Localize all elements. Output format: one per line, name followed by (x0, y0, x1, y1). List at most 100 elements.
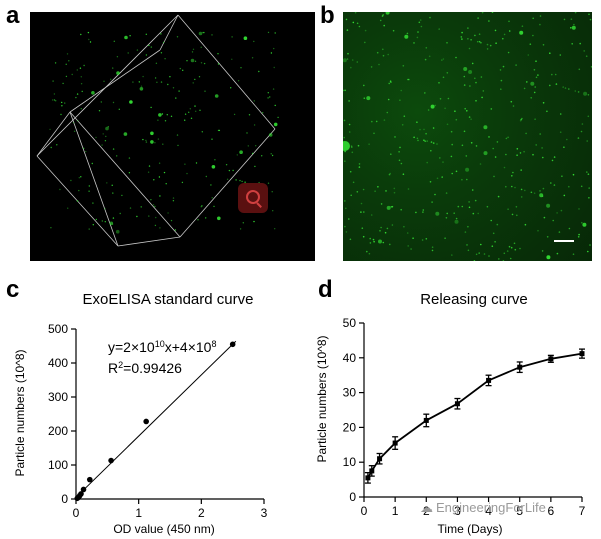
particle (388, 173, 391, 176)
particle (533, 69, 536, 71)
particle (435, 211, 440, 216)
watermark: ☁ EngineeringForLife (420, 500, 546, 515)
data-point (369, 468, 375, 474)
particle (211, 138, 213, 140)
particle (482, 90, 485, 92)
particle (386, 227, 389, 230)
particle (112, 217, 115, 219)
particle (446, 212, 448, 215)
particle (106, 182, 108, 184)
particle (116, 155, 118, 157)
particle (384, 231, 387, 234)
zoom-badge[interactable] (238, 183, 268, 213)
particle (514, 186, 516, 189)
particle (429, 181, 432, 183)
particle (516, 214, 518, 217)
particle (467, 38, 469, 40)
particle (163, 171, 166, 174)
particle (111, 223, 114, 225)
particle (530, 191, 533, 194)
chart-c-xlabel: OD value (450 nm) (113, 522, 214, 536)
particle (356, 22, 359, 25)
particle (461, 205, 464, 208)
particle (556, 252, 559, 255)
particle (145, 54, 148, 56)
particle (56, 144, 58, 146)
particle (80, 76, 82, 78)
particle (470, 118, 472, 120)
particle (258, 181, 260, 184)
particle (85, 150, 87, 153)
particle (480, 76, 483, 78)
particle (455, 56, 457, 59)
particle (466, 178, 468, 181)
particle (235, 179, 237, 181)
particle (475, 253, 478, 256)
particle (578, 68, 581, 71)
particle (441, 59, 443, 61)
particle (481, 96, 483, 99)
particle (407, 188, 410, 190)
particle (239, 179, 241, 182)
particle (516, 148, 519, 150)
particle (539, 190, 541, 192)
particle (369, 237, 371, 240)
particle (377, 186, 379, 188)
particle (91, 91, 95, 95)
particle (539, 23, 541, 26)
particle (549, 84, 551, 87)
particle (410, 248, 412, 250)
particle (407, 245, 409, 247)
particle (175, 97, 177, 99)
particle (379, 19, 382, 22)
particle (542, 102, 545, 104)
particle (150, 46, 152, 48)
cube-edge (159, 14, 179, 51)
particle (217, 63, 220, 65)
particle (432, 142, 435, 144)
particle (218, 129, 221, 132)
chart-c-points (74, 341, 236, 502)
y-tick-label: 30 (343, 386, 357, 400)
particle (344, 89, 346, 92)
chart-c-title: ExoELISA standard curve (83, 291, 254, 308)
particle (373, 132, 375, 135)
particle (383, 119, 386, 121)
particle (251, 152, 254, 155)
particle (471, 189, 474, 191)
particle (542, 156, 544, 159)
particle (142, 138, 144, 141)
particle (573, 23, 575, 26)
particle (403, 225, 405, 228)
particle (155, 62, 158, 64)
cube-edge (69, 49, 161, 113)
particle (102, 133, 104, 135)
panel-a-3d-image (30, 12, 315, 261)
particle (489, 44, 492, 47)
particle (439, 98, 442, 100)
particle (269, 96, 271, 98)
particle (559, 131, 562, 133)
particle (154, 77, 157, 79)
particle (242, 222, 244, 224)
particle (169, 76, 171, 78)
particle (350, 194, 352, 197)
particle (70, 179, 72, 182)
particle (228, 169, 231, 172)
particle (181, 181, 184, 184)
particle (369, 242, 372, 244)
particle (150, 131, 154, 136)
particle (184, 163, 186, 165)
particle (500, 79, 503, 82)
particle (463, 75, 466, 78)
particle (527, 54, 530, 56)
x-tick-label: 3 (261, 506, 268, 520)
particle (267, 182, 270, 184)
particle (363, 97, 366, 99)
particle (253, 220, 255, 223)
particle (387, 53, 389, 56)
particle (89, 41, 92, 43)
fluorescent-particles-a (49, 31, 279, 234)
particle (368, 252, 371, 255)
particle (157, 119, 159, 121)
